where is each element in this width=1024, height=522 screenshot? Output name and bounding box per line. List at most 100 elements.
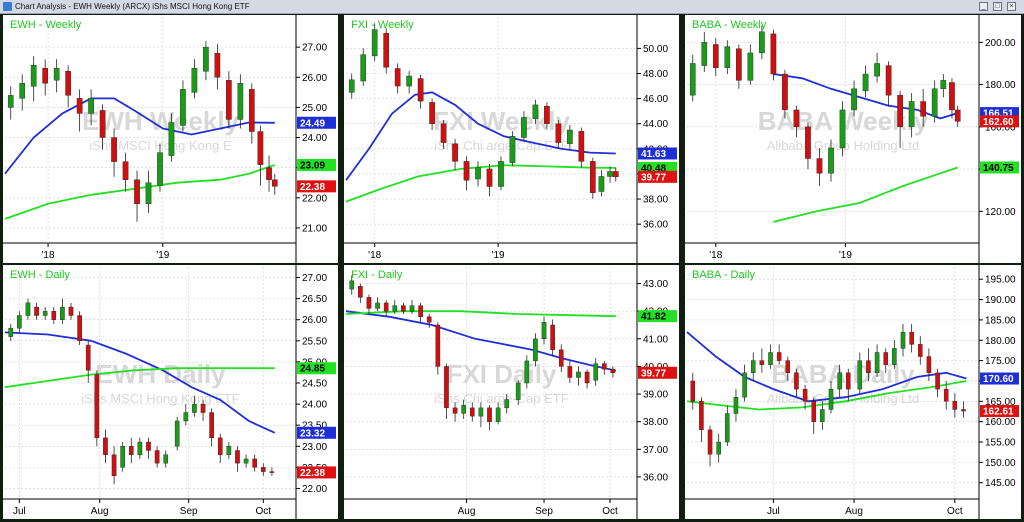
candle-down xyxy=(122,161,129,180)
candle-down xyxy=(816,158,823,174)
candle-up xyxy=(392,305,398,312)
watermark-ticker: EWH Daily xyxy=(95,359,226,389)
candle-up xyxy=(892,348,897,365)
candle-down xyxy=(712,44,719,68)
price-label: 140.75 xyxy=(983,163,1014,174)
price-label: 41.82 xyxy=(641,312,666,323)
candle-down xyxy=(200,403,206,413)
candle-down xyxy=(266,167,272,180)
candle-up xyxy=(504,399,510,409)
y-tick-label: 36.00 xyxy=(643,220,668,231)
candle-down xyxy=(42,68,48,84)
candle-up xyxy=(567,129,573,145)
ewh-weekly-chart[interactable]: 21.0022.0023.0024.0025.0026.0027.00'18'1… xyxy=(3,15,338,263)
candle-down xyxy=(578,131,585,162)
y-tick-label: 24.50 xyxy=(302,379,327,390)
y-tick-label: 180.00 xyxy=(985,336,1016,347)
candle-down xyxy=(394,68,401,87)
candle-down xyxy=(759,360,765,365)
minimize-button[interactable]: _ xyxy=(979,2,988,11)
candle-down xyxy=(440,123,447,143)
baba-weekly-chart[interactable]: 120.00140.00160.00180.00200.00'18'19BABA… xyxy=(685,15,1021,263)
moving-average-long-line xyxy=(345,310,616,318)
y-tick-label: 26.50 xyxy=(302,294,327,305)
fxi-weekly-chart[interactable]: 36.0038.0040.0042.0044.0046.0048.0050.00… xyxy=(344,15,679,263)
price-label: 41.63 xyxy=(641,149,666,160)
x-tick-label: Aug xyxy=(458,506,476,517)
candle-down xyxy=(271,179,278,187)
y-tick-label: 38.00 xyxy=(643,417,668,428)
chart-title: FXI - Daily xyxy=(351,269,403,281)
candle-up xyxy=(137,441,143,455)
moving-average-long-line xyxy=(773,166,958,223)
price-label-box xyxy=(297,180,336,193)
candle-down xyxy=(961,409,966,412)
candle-down xyxy=(897,94,903,128)
fxi-daily-chart[interactable]: 36.0037.0038.0039.0040.0041.0042.0043.00… xyxy=(344,265,679,519)
candle-down xyxy=(358,286,363,298)
x-tick-label: '19 xyxy=(839,250,852,261)
candle-up xyxy=(837,372,842,390)
maximize-button[interactable]: □ xyxy=(993,2,1002,11)
candle-down xyxy=(776,352,782,361)
price-label: 162.61 xyxy=(983,407,1014,418)
y-tick-label: 22.00 xyxy=(302,484,327,495)
candle-down xyxy=(418,305,423,317)
x-tick-label: Jul xyxy=(767,506,780,517)
candle-down xyxy=(383,302,389,312)
candle-up xyxy=(495,407,501,422)
price-label-box xyxy=(638,170,677,183)
candle-up xyxy=(88,98,94,114)
candle-up xyxy=(8,327,14,337)
y-tick-label: 21.00 xyxy=(302,223,327,234)
y-tick-label: 180.00 xyxy=(985,80,1016,91)
x-tick-label: Oct xyxy=(947,506,963,517)
candle-up xyxy=(349,280,355,290)
candle-down xyxy=(486,168,493,187)
candle-down xyxy=(805,126,811,159)
candle-up xyxy=(733,397,739,414)
candle-up xyxy=(742,372,747,398)
candle-down xyxy=(463,161,470,181)
price-label: 24.85 xyxy=(300,364,325,375)
chart-title: EWH - Daily xyxy=(10,269,70,281)
y-tick-label: 23.50 xyxy=(302,421,327,432)
candle-down xyxy=(584,371,590,384)
candle-down xyxy=(699,401,704,431)
moving-average-short-line xyxy=(773,73,958,120)
candle-up xyxy=(42,311,48,316)
candle-down xyxy=(103,437,108,455)
moving-average-short-line xyxy=(686,331,967,403)
candle-up xyxy=(576,371,581,378)
candle-up xyxy=(874,63,880,77)
candle-down xyxy=(707,429,713,455)
price-label: 39.77 xyxy=(641,368,666,379)
y-tick-label: 24.00 xyxy=(302,400,327,411)
candle-down xyxy=(612,171,619,178)
price-label-box xyxy=(297,116,336,129)
candle-up xyxy=(820,409,825,422)
candle-up xyxy=(375,302,380,309)
x-tick-label: '18 xyxy=(42,250,55,261)
candle-down xyxy=(269,471,275,473)
candle-up xyxy=(768,352,773,365)
price-label: 22.38 xyxy=(300,468,325,479)
candle-up xyxy=(145,182,152,205)
candle-up xyxy=(17,315,22,329)
candle-down xyxy=(51,311,57,320)
close-button[interactable]: × xyxy=(1007,2,1016,11)
candle-down xyxy=(154,450,160,464)
ewh-daily-chart[interactable]: 22.0022.5023.0023.5024.0024.5025.0025.50… xyxy=(3,265,338,519)
y-tick-label: 37.00 xyxy=(643,445,668,456)
baba-daily-chart[interactable]: 145.00150.00155.00160.00165.00170.00175.… xyxy=(685,265,1021,519)
y-tick-label: 38.00 xyxy=(643,195,668,206)
price-label-box xyxy=(980,161,1019,174)
candle-down xyxy=(444,366,449,409)
candle-up xyxy=(900,331,906,349)
candle-up xyxy=(759,31,765,54)
price-label-box xyxy=(980,372,1019,385)
candle-up xyxy=(509,136,516,163)
moving-average-short-line xyxy=(345,310,616,372)
candle-down xyxy=(610,368,616,373)
watermark-name: iShs MSCI Hong Kong ETF xyxy=(81,391,239,406)
